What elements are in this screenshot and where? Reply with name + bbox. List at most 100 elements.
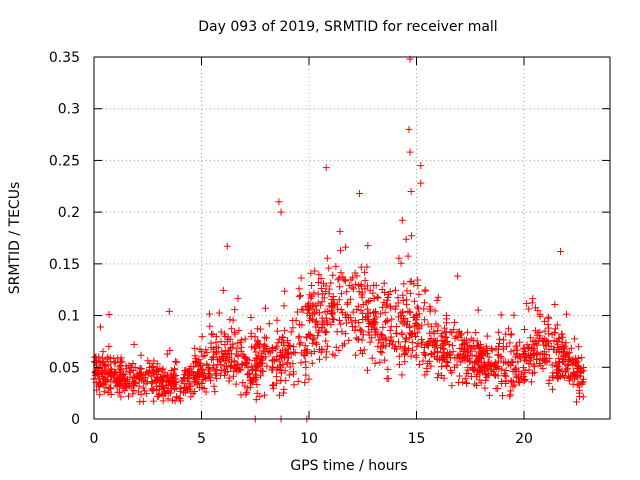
data-point — [135, 388, 143, 396]
data-point — [275, 391, 283, 399]
data-point — [156, 364, 164, 372]
data-point — [337, 320, 345, 328]
data-point — [335, 274, 343, 282]
data-point — [366, 309, 374, 317]
data-point — [398, 371, 406, 379]
data-point — [104, 376, 112, 384]
data-point — [574, 371, 582, 379]
data-point — [129, 390, 137, 398]
data-point — [573, 398, 581, 406]
data-point — [579, 375, 587, 383]
data-point — [371, 359, 379, 367]
data-point — [555, 348, 563, 356]
data-point — [344, 299, 352, 307]
data-point — [224, 367, 232, 375]
data-point — [231, 306, 239, 314]
data-point — [398, 216, 406, 224]
data-point — [562, 339, 570, 347]
data-point — [463, 379, 471, 387]
data-point — [434, 370, 442, 378]
data-point — [422, 352, 430, 360]
data-point — [139, 384, 147, 392]
data-point — [359, 300, 367, 308]
y-tick-label: 0.2 — [58, 205, 80, 221]
data-point — [468, 351, 476, 359]
data-point — [336, 283, 344, 291]
data-point — [559, 371, 567, 379]
data-point — [312, 317, 320, 325]
data-point — [523, 300, 531, 308]
data-point — [401, 344, 409, 352]
data-point — [371, 320, 379, 328]
data-point — [263, 362, 271, 370]
x-tick-label: 0 — [90, 431, 99, 447]
data-point — [521, 376, 529, 384]
data-point — [358, 336, 366, 344]
data-point — [578, 379, 586, 387]
data-point — [273, 327, 281, 335]
data-point — [402, 235, 410, 243]
data-point — [382, 336, 390, 344]
data-point — [399, 296, 407, 304]
data-point — [494, 372, 502, 380]
data-point — [256, 340, 264, 348]
data-point — [323, 328, 331, 336]
data-point — [434, 322, 442, 330]
data-point — [512, 342, 520, 350]
data-point — [241, 354, 249, 362]
data-point — [225, 355, 233, 363]
data-point — [279, 334, 287, 342]
data-point — [353, 306, 361, 314]
data-point — [405, 125, 413, 133]
data-point — [302, 302, 310, 310]
data-point — [417, 162, 425, 170]
data-point — [426, 329, 434, 337]
data-point — [510, 311, 518, 319]
data-point — [308, 359, 316, 367]
data-point — [329, 303, 337, 311]
data-point — [277, 376, 285, 384]
data-point — [430, 328, 438, 336]
data-point — [297, 359, 305, 367]
data-point — [360, 346, 368, 354]
data-point — [356, 325, 364, 333]
data-point — [397, 309, 405, 317]
y-tick-label: 0.25 — [49, 153, 80, 169]
data-point — [523, 341, 531, 349]
data-point — [406, 148, 414, 156]
data-point — [337, 306, 345, 314]
data-point — [396, 360, 404, 368]
data-point — [280, 302, 288, 310]
data-point — [148, 364, 156, 372]
data-point — [198, 368, 206, 376]
data-point — [295, 293, 303, 301]
data-point — [483, 332, 491, 340]
data-point — [293, 308, 301, 316]
data-point — [370, 282, 378, 290]
data-point — [386, 326, 394, 334]
data-point — [376, 347, 384, 355]
data-point — [125, 392, 133, 400]
data-point — [346, 295, 354, 303]
data-point — [395, 338, 403, 346]
data-point — [355, 319, 363, 327]
data-point — [554, 343, 562, 351]
data-point — [270, 381, 278, 389]
data-point — [511, 381, 519, 389]
data-point — [268, 364, 276, 372]
data-point — [292, 316, 300, 324]
data-point — [416, 360, 424, 368]
axis-ticks: 0 0.05 0.1 0.15 0.2 0.25 0.3 0.35 0 5 10 15 20 — [49, 50, 610, 447]
data-point — [342, 319, 350, 327]
data-point — [442, 333, 450, 341]
data-point — [473, 367, 481, 375]
data-point — [311, 267, 319, 275]
data-point — [357, 346, 365, 354]
data-point — [342, 243, 350, 251]
data-point — [348, 283, 356, 291]
data-point — [254, 351, 262, 359]
data-point — [251, 333, 259, 341]
data-point — [376, 358, 384, 366]
data-point — [135, 375, 143, 383]
data-point — [285, 371, 293, 379]
